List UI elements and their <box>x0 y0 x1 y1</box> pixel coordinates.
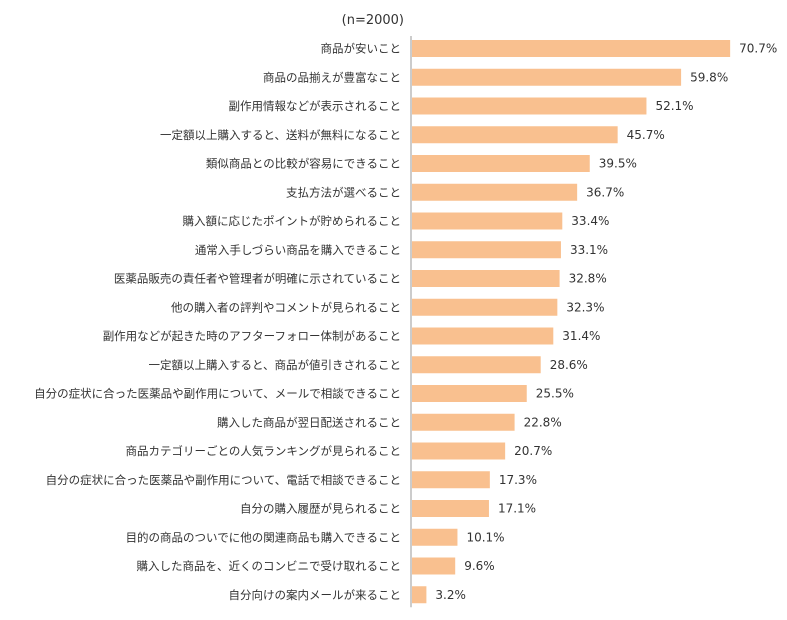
value-label-9: 32.8% <box>569 272 607 286</box>
category-label-4: 一定額以上購入すると、送料が無料になること <box>160 128 401 142</box>
value-label-11: 31.4% <box>562 329 600 343</box>
value-label-18: 10.1% <box>466 530 504 544</box>
bar-13 <box>412 385 527 402</box>
bar-17 <box>412 500 489 517</box>
value-label-16: 17.3% <box>499 473 537 487</box>
category-label-14: 購入した商品が翌日配送されること <box>217 415 401 429</box>
bar-14 <box>412 413 515 431</box>
bar-1 <box>412 40 731 57</box>
bar-2 <box>412 68 682 86</box>
bar-7 <box>412 212 563 230</box>
value-label-8: 33.1% <box>570 243 608 257</box>
bar-12 <box>412 356 541 374</box>
value-label-15: 20.7% <box>514 444 552 458</box>
category-label-18: 目的の商品のついでに他の関連商品も購入できること <box>126 530 401 544</box>
value-label-4: 45.7% <box>627 128 665 142</box>
category-label-17: 自分の購入履歴が見られること <box>240 502 401 516</box>
category-label-7: 購入額に応じたポイントが貯められること <box>183 214 402 228</box>
category-labels: 商品が安いこと商品の品揃えが豊富なこと副作用情報などが表示されること一定額以上購… <box>34 42 401 602</box>
category-label-8: 通常入手しづらい商品を購入できること <box>195 243 401 257</box>
category-label-19: 購入した商品を、近くのコンビニで受け取れること <box>137 559 402 573</box>
value-label-3: 52.1% <box>655 99 693 113</box>
bar-18 <box>412 528 458 546</box>
value-label-6: 36.7% <box>586 185 624 199</box>
bar-9 <box>412 270 560 287</box>
bar-10 <box>412 298 558 316</box>
bar-3 <box>412 97 647 115</box>
bar-8 <box>412 241 561 259</box>
bar-11 <box>412 327 554 345</box>
value-label-12: 28.6% <box>550 358 588 372</box>
category-label-10: 他の購入者の評判やコメントが見られること <box>171 300 401 314</box>
category-label-13: 自分の症状に合った医薬品や副作用について、メールで相談できること <box>34 387 401 401</box>
category-label-16: 自分の症状に合った医薬品や副作用について、電話で相談できること <box>46 473 401 487</box>
category-label-3: 副作用情報などが表示されること <box>229 99 402 113</box>
category-label-15: 商品カテゴリーごとの人気ランキングが見られること <box>125 444 401 458</box>
category-label-11: 副作用などが起きた時のアフターフォロー体制があること <box>103 329 401 343</box>
value-label-19: 9.6% <box>464 559 495 573</box>
bar-15 <box>412 442 506 460</box>
bars <box>412 40 731 604</box>
category-label-2: 商品の品揃えが豊富なこと <box>263 70 401 84</box>
value-label-1: 70.7% <box>739 42 777 56</box>
bar-16 <box>412 471 490 489</box>
bar-20 <box>412 586 427 604</box>
value-label-7: 33.4% <box>571 214 609 228</box>
bar-6 <box>412 183 578 201</box>
bar-4 <box>412 126 618 144</box>
category-label-12: 一定額以上購入すると、商品が値引きされること <box>148 358 401 372</box>
bar-19 <box>412 557 456 575</box>
value-label-10: 32.3% <box>566 300 604 314</box>
category-label-1: 商品が安いこと <box>321 42 402 56</box>
category-label-9: 医薬品販売の責任者や管理者が明確に示されていること <box>114 272 401 286</box>
category-label-20: 自分向けの案内メールが来ること <box>229 588 402 602</box>
value-label-2: 59.8% <box>690 70 728 84</box>
value-label-17: 17.1% <box>498 502 536 516</box>
value-label-13: 25.5% <box>536 387 574 401</box>
value-label-14: 22.8% <box>524 415 562 429</box>
bar-5 <box>412 155 590 172</box>
category-label-6: 支払方法が選べること <box>286 185 401 199</box>
value-label-5: 39.5% <box>599 157 637 171</box>
sample-size-note: (n=2000) <box>342 13 404 28</box>
category-label-5: 類似商品との比較が容易にできること <box>206 157 401 171</box>
value-label-20: 3.2% <box>435 588 466 602</box>
value-labels: 70.7% 59.8% 52.1% 45.7% 39.5% 36.7% 33.4% 33.1%… <box>435 42 777 602</box>
